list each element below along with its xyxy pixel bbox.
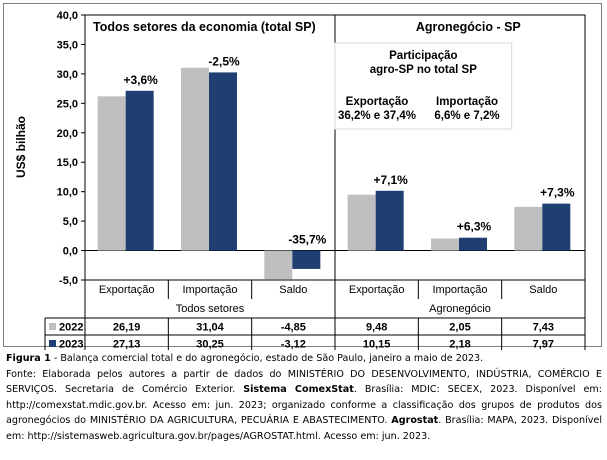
bar-2023-2 <box>292 250 321 269</box>
category-label-5: Saldo <box>529 284 557 296</box>
chart-frame <box>3 3 602 347</box>
change-label-5: +7,3% <box>540 186 575 200</box>
category-label-2: Saldo <box>279 284 307 296</box>
annotation-col1-value: 36,2% e 37,4% <box>338 110 416 122</box>
group-label-agro: Agronegócio <box>429 303 491 315</box>
table-value-2023-5: 7,97 <box>533 339 554 351</box>
category-label-4: Importação <box>432 284 487 296</box>
table-value-2022-4: 2,05 <box>449 322 470 334</box>
y-tick-label: 5,0 <box>63 216 78 228</box>
y-tick-label: -5,0 <box>59 275 78 287</box>
table-value-2022-3: 9,48 <box>366 322 387 334</box>
category-label-1: Importação <box>182 284 237 296</box>
figure-title: - Balança comercial total e do agronegóc… <box>50 353 484 364</box>
bar-2022-2 <box>264 250 293 280</box>
bar-2022-0 <box>97 96 126 251</box>
y-tick-label: 40,0 <box>57 10 78 22</box>
bar-2023-3 <box>375 190 404 251</box>
table-value-2022-1: 31,04 <box>196 322 224 334</box>
source-system-comexstat: Sistema ComexStat <box>243 384 354 395</box>
legend-label-2022: 2022 <box>59 322 83 334</box>
y-tick-label: 15,0 <box>57 157 78 169</box>
bar-2023-1 <box>209 72 237 251</box>
table-value-2023-2: -3,12 <box>281 339 306 351</box>
legend-swatch-2022 <box>49 323 56 330</box>
change-label-2: -35,7% <box>288 233 326 247</box>
y-tick-label: 30,0 <box>57 69 78 81</box>
bar-2022-3 <box>347 194 376 251</box>
table-value-2023-1: 30,25 <box>196 339 224 351</box>
bar-2022-1 <box>181 67 209 251</box>
annotation-col2-label: Importação <box>436 96 498 108</box>
change-label-0: +3,6% <box>123 73 158 87</box>
annotation-col1-label: Exportação <box>346 96 409 108</box>
group-label-total: Todos setores <box>176 303 245 315</box>
change-label-4: +6,3% <box>457 220 492 234</box>
category-label-0: Exportação <box>99 284 155 296</box>
bar-2023-0 <box>125 90 154 251</box>
y-axis-label: US$ bilhão <box>14 115 28 178</box>
annotation-title-line2: agro-SP no total SP <box>370 64 477 76</box>
annotation-title-line1: Participação <box>389 50 457 62</box>
table-value-2023-3: 10,15 <box>363 339 391 351</box>
annotation-col2-value: 6,6% e 7,2% <box>434 110 499 122</box>
y-tick-label: 0,0 <box>63 246 78 258</box>
table-value-2022-5: 7,43 <box>533 322 554 334</box>
y-tick-label: 10,0 <box>57 187 78 199</box>
source-text-3: . Brasília: MAPA, 2023. Disponível em: h… <box>6 415 602 442</box>
legend-swatch-2023 <box>49 340 56 347</box>
y-tick-label: 35,0 <box>57 39 78 51</box>
category-label-3: Exportação <box>349 284 405 296</box>
bar-2023-4 <box>459 237 487 251</box>
bar-2022-4 <box>431 238 459 251</box>
figure-caption: Figura 1 - Balança comercial total e do … <box>6 351 602 444</box>
table-value-2023-0: 27,13 <box>113 339 141 351</box>
change-label-1: -2,5% <box>208 54 240 68</box>
change-label-3: +7,1% <box>373 173 408 187</box>
annotation-box <box>334 42 513 130</box>
figure-label: Figura 1 <box>6 353 51 364</box>
source-text-1: Fonte: Elaborada pelos autores a partir … <box>6 368 602 396</box>
table-value-2023-4: 2,18 <box>449 339 470 351</box>
table-value-2022-0: 26,19 <box>113 322 141 334</box>
bar-chart: 40,0 35,0 30,0 25,0 20,0 15,0 10,0 5,0 0,0 -5,0 To… <box>44 10 586 351</box>
source-text-2: . Brasília: MDIC: SECEX, 2023. Disponíve… <box>6 384 602 426</box>
source-system-agrostat: Agrostat <box>391 415 439 426</box>
table-value-2022-2: -4,85 <box>281 322 306 334</box>
y-tick-label: 25,0 <box>57 98 78 110</box>
legend-label-2023: 2023 <box>59 339 83 351</box>
y-tick-label: 20,0 <box>57 128 78 140</box>
bar-2023-5 <box>542 203 571 251</box>
panel-title-agro: Agronegócio - SP <box>416 20 521 34</box>
panel-title-total: Todos setores da economia (total SP) <box>93 20 316 34</box>
bar-2022-5 <box>514 206 543 251</box>
